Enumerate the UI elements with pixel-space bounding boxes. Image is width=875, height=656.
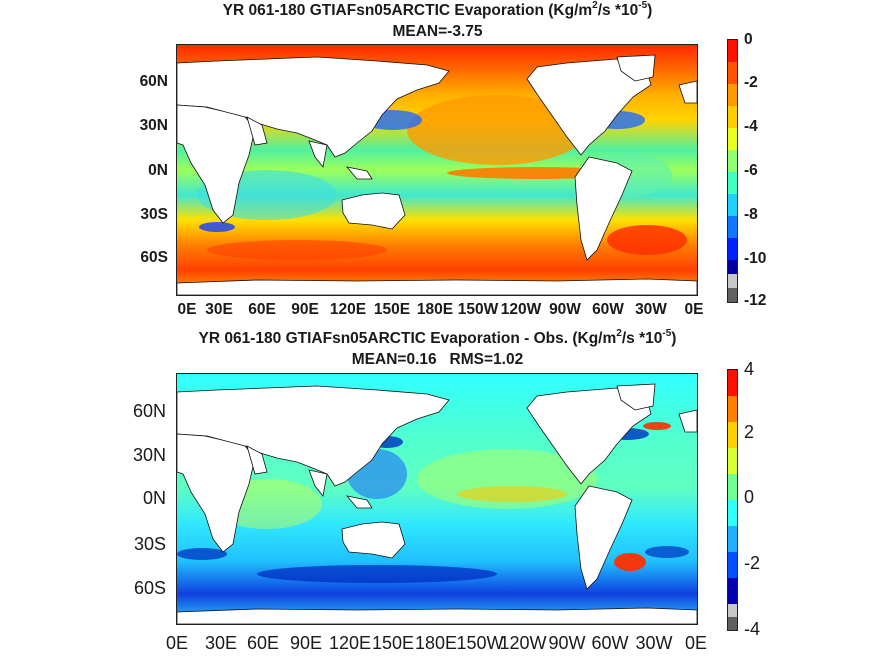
lon-label: 90W xyxy=(548,633,586,653)
lon-label: 150W xyxy=(457,301,499,318)
colorbar-2-scale xyxy=(728,370,737,630)
land-masses xyxy=(177,54,697,295)
lon-label: 120E xyxy=(329,301,367,318)
lon-label: 60W xyxy=(592,301,624,318)
lon-label: 0E xyxy=(165,633,189,653)
colorbar-label: -10 xyxy=(744,250,767,267)
lat-label: 30N xyxy=(132,445,166,465)
lat-label: 30S xyxy=(133,534,166,554)
colorbar-label: 2 xyxy=(744,422,755,442)
colorbar-label: 0 xyxy=(744,487,755,507)
lat-label: 30N xyxy=(139,117,168,134)
colorbar-label: 0 xyxy=(744,31,753,48)
lon-label: 60E xyxy=(248,301,276,318)
lon-label: 30W xyxy=(635,301,667,318)
lat-label: 60N xyxy=(139,73,168,90)
lon-label: 0E xyxy=(177,301,197,318)
lat-label: 0N xyxy=(148,162,168,179)
colorbar-label: -12 xyxy=(744,292,767,309)
panel-1-title: YR 061-180 GTIAFsn05ARCTIC Evaporation (… xyxy=(222,0,653,20)
colorbar-label: -2 xyxy=(744,553,761,573)
lon-label: 30E xyxy=(205,301,233,318)
colorbar-label: -2 xyxy=(744,74,758,91)
colorbar-label: -4 xyxy=(744,118,758,135)
colorbar-label: -4 xyxy=(744,619,761,639)
colorbar-label: -6 xyxy=(744,162,758,179)
land-masses xyxy=(177,383,697,624)
lon-label: 0E xyxy=(684,301,704,318)
lon-label: 90E xyxy=(291,301,319,318)
map-1 xyxy=(176,44,698,296)
lon-label: 60W xyxy=(591,633,629,653)
lon-label: 30W xyxy=(635,633,673,653)
panel-2-mean-rms: MEAN=0.16 RMS=1.02 xyxy=(351,351,524,368)
lon-label: 60E xyxy=(246,633,280,653)
lon-label: 90W xyxy=(549,301,581,318)
lat-label: 60S xyxy=(133,578,166,598)
lon-label: 120E xyxy=(328,633,372,653)
map-2 xyxy=(176,373,698,625)
colorbar-1 xyxy=(727,39,738,303)
lat-label: 0N xyxy=(142,488,166,508)
panel-1-mean: MEAN=-3.75 xyxy=(392,23,483,40)
lon-label: 120W xyxy=(500,301,542,318)
lon-label: 150W xyxy=(456,633,504,653)
map-2-canvas xyxy=(177,374,697,624)
lon-label: 180E xyxy=(416,301,454,318)
lat-label: 60S xyxy=(140,249,168,266)
lon-label: 30E xyxy=(204,633,238,653)
colorbar-label: -8 xyxy=(744,206,758,223)
map-1-canvas xyxy=(177,45,697,295)
lon-label: 180E xyxy=(414,633,458,653)
panel-2-title: YR 061-180 GTIAFsn05ARCTIC Evaporation -… xyxy=(198,328,677,348)
colorbar-1-scale xyxy=(728,40,737,302)
lon-label: 150E xyxy=(371,633,415,653)
colorbar-2 xyxy=(727,369,738,631)
lat-label: 60N xyxy=(132,401,166,421)
lon-label: 90E xyxy=(289,633,323,653)
lat-label: 30S xyxy=(140,206,168,223)
lon-label: 150E xyxy=(373,301,411,318)
colorbar-label: 4 xyxy=(744,359,755,379)
lon-label: 120W xyxy=(499,633,547,653)
lon-label: 0E xyxy=(684,633,708,653)
